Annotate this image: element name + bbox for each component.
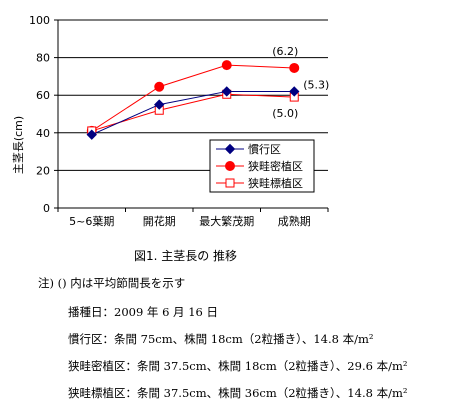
annotations: (6.2) (5.3) (5.0) <box>272 45 329 120</box>
data-point <box>289 86 300 97</box>
data-point <box>154 81 165 92</box>
series-1 <box>86 86 300 140</box>
note-line-3: 慣行区：条間 75cm、株間 18cm（2粒播き）、14.8 本/m² <box>68 332 374 346</box>
legend-marker <box>225 178 235 188</box>
line-chart: 0 20 40 60 80 100 5~6葉期 開花期 最大繁茂期 成熟期 主茎長(cm) (6… <box>12 14 329 228</box>
annotation-label: (5.3) <box>303 78 329 91</box>
y-tick-label: 0 <box>43 202 50 215</box>
data-point <box>289 62 300 73</box>
x-tick-label: 成熟期 <box>278 214 311 228</box>
figure-caption: 図1. 主茎長の 推移 <box>133 249 238 263</box>
legend-marker <box>224 143 236 155</box>
data-point <box>221 60 232 71</box>
y-tick-label: 100 <box>29 14 50 27</box>
y-tick-labels: 0 20 40 60 80 100 <box>29 14 58 215</box>
series-line <box>91 93 295 132</box>
y-tick-label: 60 <box>36 89 50 102</box>
legend-label: 狭畦標植区 <box>248 176 303 190</box>
annotation-label: (6.2) <box>272 45 298 58</box>
x-tick-label: 開花期 <box>143 215 176 228</box>
data-point <box>154 99 165 110</box>
note-line-5: 狭畦標植区：条間 37.5cm、株間 36cm（2粒播き）、14.8 本/m² <box>68 386 408 400</box>
data-point <box>221 86 232 97</box>
data-point <box>86 129 97 140</box>
legend-label: 慣行区 <box>248 142 281 156</box>
x-tick-labels: 5~6葉期 開花期 最大繁茂期 成熟期 <box>57 208 329 228</box>
y-tick-label: 80 <box>36 52 50 65</box>
y-tick-label: 20 <box>36 164 50 177</box>
x-tick-label: 5~6葉期 <box>69 214 114 228</box>
series-line <box>91 64 295 132</box>
y-tick-label: 40 <box>36 127 50 140</box>
series-line <box>91 90 295 136</box>
y-axis-label: 主茎長(cm) <box>12 116 25 174</box>
x-tick-label: 最大繁茂期 <box>199 214 254 228</box>
note-line-4: 狭畦密植区：条間 37.5cm、株間 18cm（2粒播き）、29.6 本/m² <box>68 359 408 373</box>
note-line-1: 注) () 内は平均節間長を示す <box>38 276 186 290</box>
note-line-2: 播種日：2009 年 6 月 16 日 <box>68 305 218 319</box>
annotation-label: (5.0) <box>272 107 298 120</box>
legend-marker <box>225 161 235 171</box>
legend-label: 狭畦密植区 <box>248 159 303 173</box>
series-group <box>86 60 300 140</box>
